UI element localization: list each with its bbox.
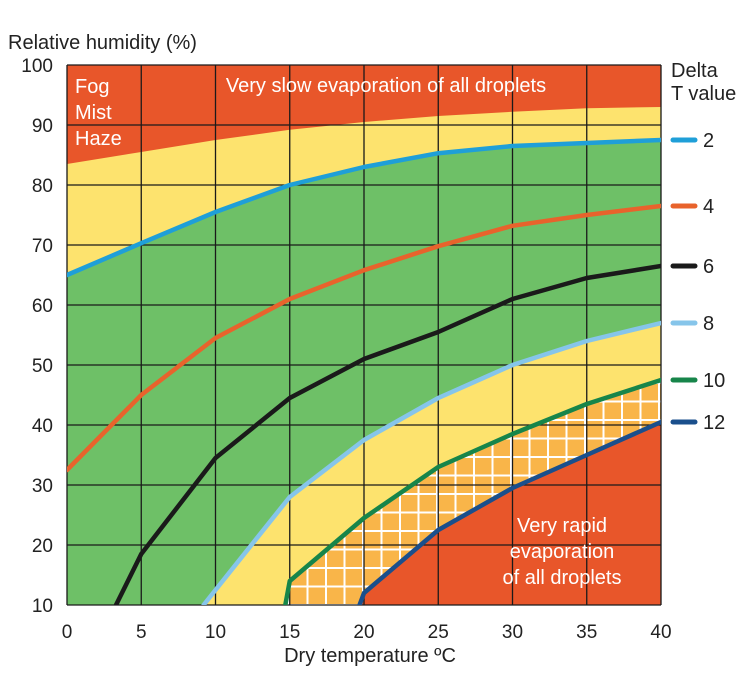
legend-label-4: 4 [703,196,714,218]
legend-title: Delta T value [671,60,736,105]
y-tick-label: 80 [32,176,53,197]
y-tick-label: 40 [32,416,53,437]
x-tick-label: 0 [62,622,73,643]
legend-label-6: 6 [703,256,714,278]
delta-t-curve-12 [357,419,661,605]
y-axis-title: Relative humidity (%) [8,32,197,54]
fog-zone-label: Fog [75,76,109,98]
delta-t-curve-4 [67,203,661,473]
rapid-evaporation-label: evaporation [510,541,615,563]
fog-zone-label: Haze [75,128,122,150]
x-tick-label: 40 [650,622,671,643]
x-axis-title: Dry temperature ºC [284,645,456,667]
fog-zone-label: Mist [75,102,112,124]
y-tick-label: 100 [21,56,53,77]
x-tick-label: 10 [205,622,226,643]
legend-label-12: 12 [703,412,725,434]
legend-label-8: 8 [703,313,714,335]
rapid-evaporation-label: of all droplets [503,567,622,589]
slow-evaporation-label: Very slow evaporation of all droplets [226,75,546,97]
delta-t-curve-8 [201,320,661,605]
y-tick-label: 30 [32,476,53,497]
y-tick-label: 10 [32,596,53,617]
y-tick-label: 20 [32,536,53,557]
rapid-evaporation-label: Very rapid [517,515,607,537]
y-tick-label: 50 [32,356,53,377]
x-tick-label: 30 [502,622,523,643]
delta-t-curve-6 [113,263,661,605]
x-tick-label: 35 [576,622,597,643]
delta-t-curve-10 [283,377,661,605]
y-tick-label: 70 [32,236,53,257]
x-tick-label: 25 [428,622,449,643]
y-tick-label: 90 [32,116,53,137]
x-tick-label: 20 [353,622,374,643]
legend-label-10: 10 [703,370,725,392]
legend-label-2: 2 [703,130,714,152]
x-tick-label: 15 [279,622,300,643]
rapid-evaporation-zone [359,422,661,605]
delta-t-curve-2 [67,137,661,278]
x-tick-label: 5 [136,622,147,643]
y-tick-label: 60 [32,296,53,317]
